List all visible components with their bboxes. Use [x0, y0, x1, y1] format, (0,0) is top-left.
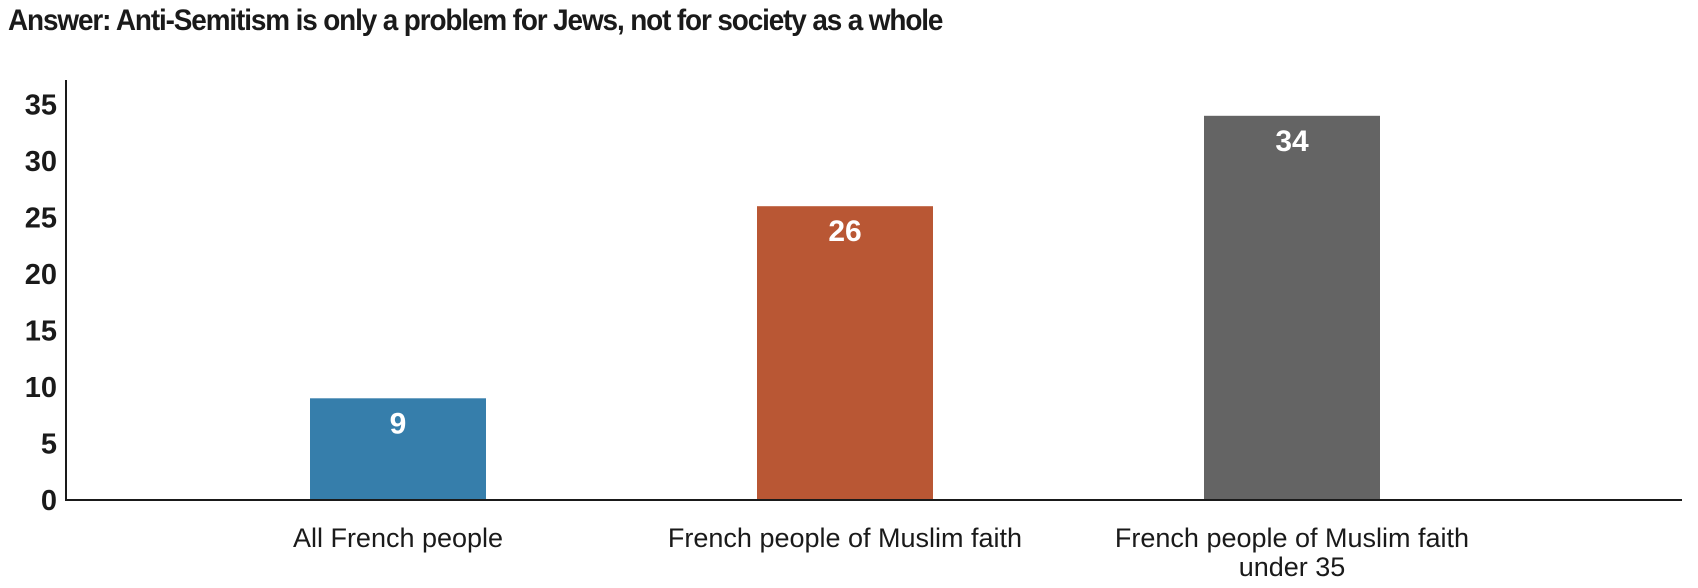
- data-label: 26: [828, 215, 861, 248]
- y-tick-label: 35: [25, 90, 57, 122]
- chart-title: Answer: Anti-Semitism is only a problem …: [8, 4, 943, 37]
- bars-group: [310, 115, 1380, 501]
- y-tick-label: 10: [25, 372, 57, 404]
- x-category-label: French people of Muslim faith: [1115, 523, 1469, 553]
- bar: [1204, 115, 1380, 501]
- bar: [757, 206, 933, 500]
- y-tick-label: 0: [41, 485, 57, 517]
- x-category-label: All French people: [293, 523, 503, 553]
- x-category-label: French people of Muslim faith: [668, 523, 1022, 553]
- y-axis-ticks: 0 5 10 15 20 25 30 35: [25, 90, 57, 518]
- bar: [310, 398, 486, 500]
- x-category-label: under 35: [1239, 552, 1346, 582]
- data-label: 34: [1275, 125, 1309, 158]
- data-label: 9: [390, 407, 407, 440]
- y-tick-label: 25: [25, 203, 57, 235]
- y-tick-label: 30: [25, 146, 57, 178]
- x-axis-labels: All French people French people of Muslim…: [293, 523, 1469, 582]
- y-tick-label: 20: [25, 259, 57, 291]
- y-tick-label: 5: [41, 429, 57, 461]
- data-labels-group: 9 26 34: [390, 125, 1309, 440]
- y-tick-label: 15: [25, 316, 57, 348]
